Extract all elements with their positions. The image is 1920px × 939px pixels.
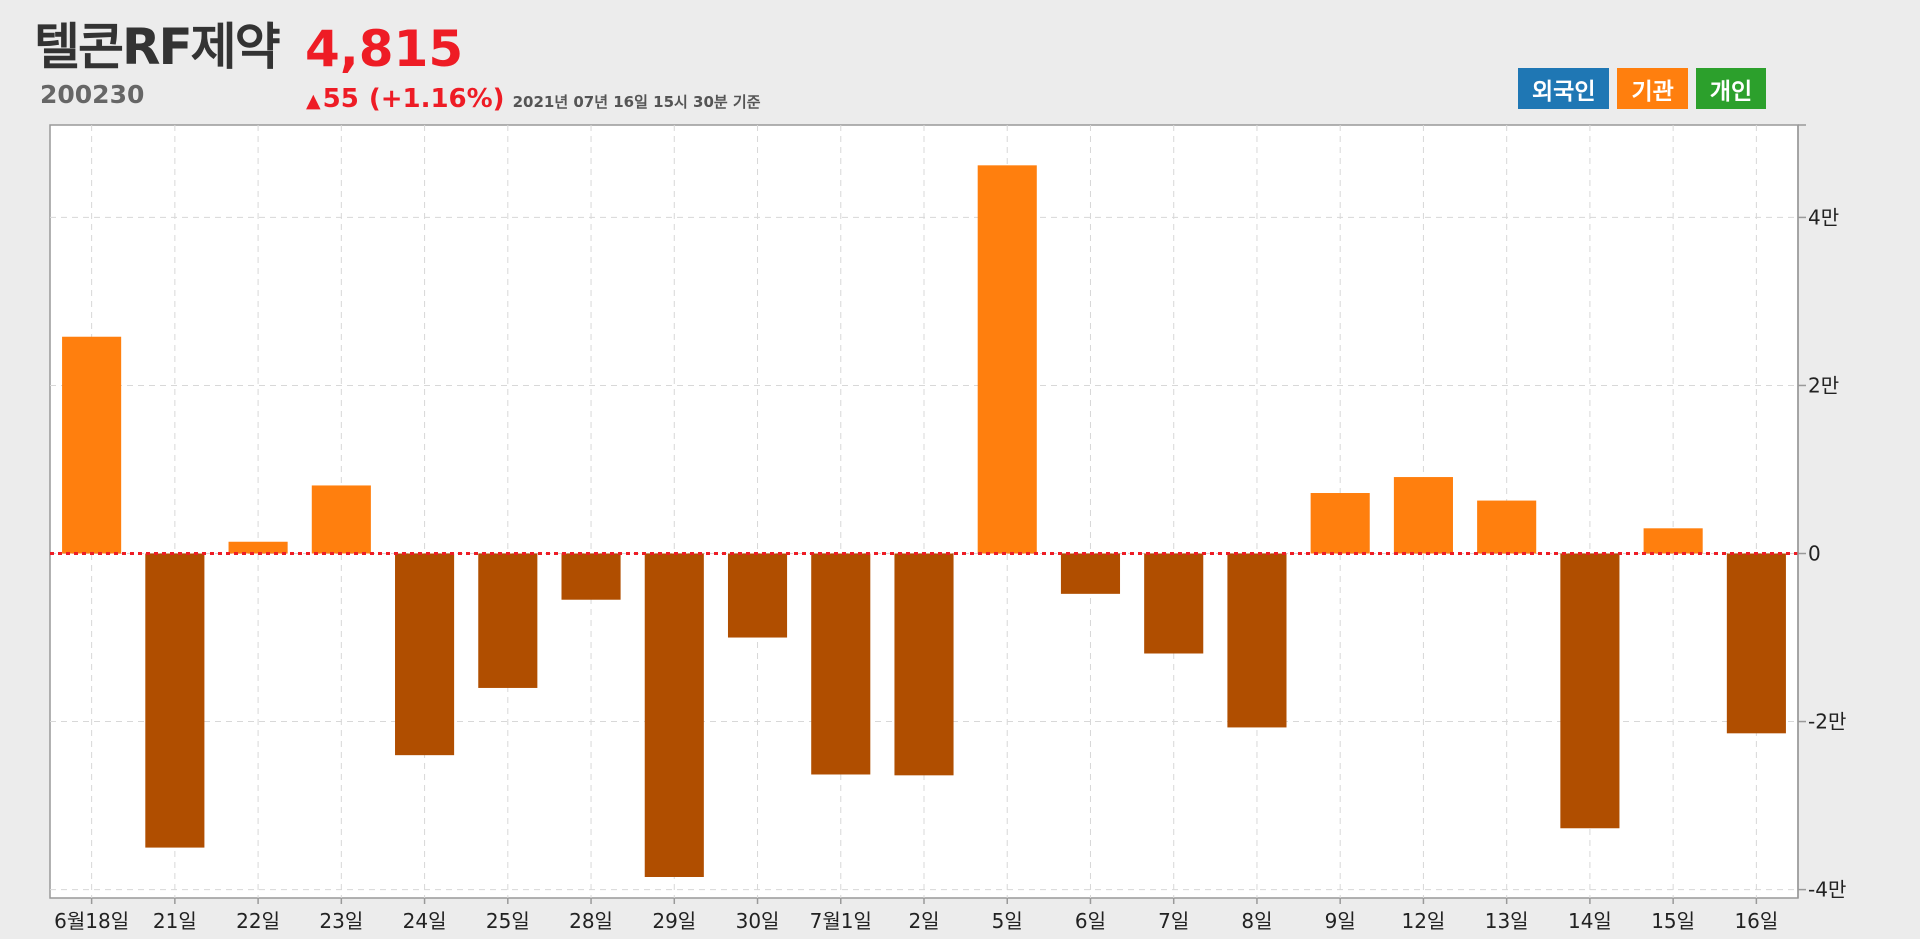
bar-17 xyxy=(1477,500,1537,554)
bar-15 xyxy=(1310,493,1370,554)
bar-9 xyxy=(811,553,871,775)
bar-8 xyxy=(727,553,788,638)
x-tick-label: 13일 xyxy=(1485,909,1529,933)
x-tick-label: 24일 xyxy=(403,909,447,933)
bar-10 xyxy=(894,553,954,776)
change-percent: (+1.16%) xyxy=(368,84,505,114)
x-tick-label: 16일 xyxy=(1734,909,1778,933)
y-tick-label: 0 xyxy=(1808,542,1821,566)
y-tick-label: -4만 xyxy=(1808,878,1846,902)
up-arrow-icon: ▲ xyxy=(306,90,321,112)
bar-7 xyxy=(644,553,704,877)
price-change: ▲ 55 (+1.16%) 2021년 07년 16일 15시 30분 기준 xyxy=(306,84,761,114)
x-tick-label: 28일 xyxy=(569,909,613,933)
bar-4 xyxy=(395,553,455,756)
current-price: 4,815 xyxy=(305,20,464,78)
bar-0 xyxy=(62,336,122,554)
x-tick-label: 29일 xyxy=(652,909,696,933)
y-tick-label: 2만 xyxy=(1808,373,1839,397)
bar-16 xyxy=(1393,477,1453,554)
x-tick-label: 14일 xyxy=(1568,909,1612,933)
legend-foreign-button[interactable]: 외국인 xyxy=(1518,68,1610,109)
legend-institution-button[interactable]: 기관 xyxy=(1617,68,1688,109)
bar-14 xyxy=(1227,553,1287,728)
x-tick-label: 6월18일 xyxy=(54,909,129,933)
change-value: 55 xyxy=(322,84,359,114)
x-tick-label: 25일 xyxy=(486,909,530,933)
x-tick-label: 30일 xyxy=(736,909,780,933)
x-tick-label: 5일 xyxy=(992,909,1023,933)
as-of-timestamp: 2021년 07년 16일 15시 30분 기준 xyxy=(512,93,761,111)
bar-12 xyxy=(1060,553,1121,594)
y-tick-label: -2만 xyxy=(1808,710,1846,734)
y-tick-label: 4만 xyxy=(1808,205,1839,229)
bar-18 xyxy=(1560,553,1620,829)
bar-20 xyxy=(1726,553,1786,734)
x-tick-label: 6일 xyxy=(1075,909,1106,933)
x-tick-label: 15일 xyxy=(1651,909,1695,933)
bar-3 xyxy=(311,485,371,554)
x-tick-label: 23일 xyxy=(319,909,363,933)
x-tick-label: 12일 xyxy=(1401,909,1445,933)
investor-legend: 외국인 기관 개인 xyxy=(1518,68,1767,109)
x-tick-label: 7월1일 xyxy=(810,909,872,933)
legend-individual-button[interactable]: 개인 xyxy=(1695,68,1767,109)
bar-6 xyxy=(561,553,621,600)
bar-13 xyxy=(1144,553,1204,654)
bar-5 xyxy=(478,553,538,688)
bar-19 xyxy=(1643,528,1703,554)
bar-11 xyxy=(977,165,1037,554)
stock-name: 텔콘RF제약 xyxy=(34,18,281,76)
x-tick-label: 22일 xyxy=(236,909,280,933)
x-tick-label: 2일 xyxy=(908,909,939,933)
x-tick-label: 9일 xyxy=(1325,909,1356,933)
x-tick-label: 21일 xyxy=(153,909,197,933)
bar-2 xyxy=(228,541,288,554)
x-tick-label: 7일 xyxy=(1158,909,1189,933)
bar-1 xyxy=(145,553,205,848)
stock-code: 200230 xyxy=(40,80,145,109)
x-tick-label: 8일 xyxy=(1241,909,1272,933)
